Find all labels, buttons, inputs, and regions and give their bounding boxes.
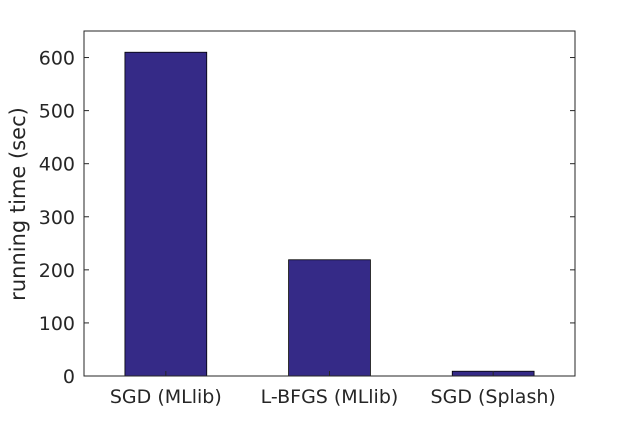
x-axis-ticks: SGD (MLlib) L-BFGS (MLlib) SGD (Splash)	[110, 371, 556, 408]
x-tick-label: SGD (Splash)	[431, 386, 556, 408]
x-tick-label: L-BFGS (MLlib)	[261, 386, 399, 408]
plot-frame	[83, 30, 576, 377]
y-tick-label: 400	[39, 154, 75, 176]
bar-sgd-mllib	[124, 51, 208, 377]
y-tick-label: 100	[39, 313, 75, 335]
y-tick-label: 300	[39, 207, 75, 229]
y-tick-label: 200	[39, 260, 75, 282]
bars-group	[124, 51, 535, 377]
y-axis-label: running time (sec)	[6, 107, 30, 301]
x-tick-label: SGD (MLlib)	[110, 386, 222, 408]
y-axis-ticks: 0 100 200 300 400 500 600	[39, 48, 575, 388]
y-tick-label: 600	[39, 48, 75, 70]
bar-l-bfgs-mllib	[288, 259, 371, 377]
y-tick-label: 0	[63, 366, 75, 388]
y-tick-label: 500	[39, 101, 75, 123]
